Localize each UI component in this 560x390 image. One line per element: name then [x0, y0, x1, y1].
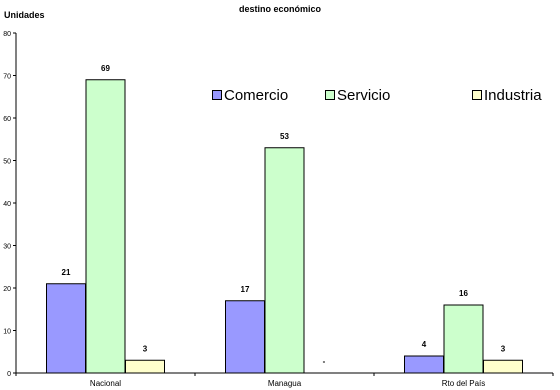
- legend-label-comercio: Comercio: [224, 86, 289, 104]
- legend-label-industria: Industria: [484, 86, 542, 104]
- data-label-industria-1: -: [323, 357, 326, 366]
- bar-comercio-1: [225, 300, 265, 374]
- legend-item-industria: Industria: [472, 87, 542, 104]
- data-label-servicio-1: 53: [280, 132, 289, 141]
- bar-servicio-0: [85, 79, 126, 374]
- legend-label-servicio: Servicio: [337, 86, 391, 104]
- legend-swatch-industria: [472, 90, 482, 100]
- legend-item-servicio: Servicio: [325, 87, 472, 104]
- y-tick-label-20: 20: [3, 286, 11, 293]
- bar-servicio-1: [264, 147, 305, 374]
- y-tick-label-0: 0: [7, 371, 11, 378]
- x-tick-label-2: Rto del País: [442, 379, 486, 388]
- data-label-comercio-1: 17: [241, 285, 250, 294]
- bar-comercio-2: [404, 355, 444, 374]
- bar-servicio-2: [443, 304, 484, 374]
- y-tick-label-80: 80: [3, 31, 11, 38]
- y-axis-label: Unidades: [4, 10, 45, 20]
- legend-swatch-servicio: [325, 90, 335, 100]
- legend-item-comercio: Comercio: [212, 87, 325, 104]
- data-label-servicio-0: 69: [101, 64, 110, 73]
- x-tick-label-0: Nacional: [90, 379, 121, 388]
- y-tick-label-30: 30: [3, 244, 11, 251]
- data-label-servicio-2: 16: [459, 289, 468, 298]
- y-tick-label-60: 60: [3, 116, 11, 123]
- legend: Comercio Servicio Industria: [212, 86, 542, 104]
- x-tick-label-1: Managua: [268, 379, 302, 388]
- bar-comercio-0: [46, 283, 86, 374]
- y-tick-label-10: 10: [3, 329, 11, 336]
- data-label-industria-0: 3: [143, 344, 148, 353]
- bar-industria-0: [125, 359, 165, 374]
- data-label-comercio-2: 4: [422, 340, 427, 349]
- y-tick-label-40: 40: [3, 201, 11, 208]
- y-tick-label-50: 50: [3, 159, 11, 166]
- chart-title: destino económico: [238, 4, 321, 14]
- bar-industria-2: [483, 359, 523, 374]
- data-label-industria-2: 3: [501, 344, 506, 353]
- data-label-comercio-0: 21: [62, 268, 71, 277]
- y-tick-label-70: 70: [3, 74, 11, 81]
- legend-swatch-comercio: [212, 90, 222, 100]
